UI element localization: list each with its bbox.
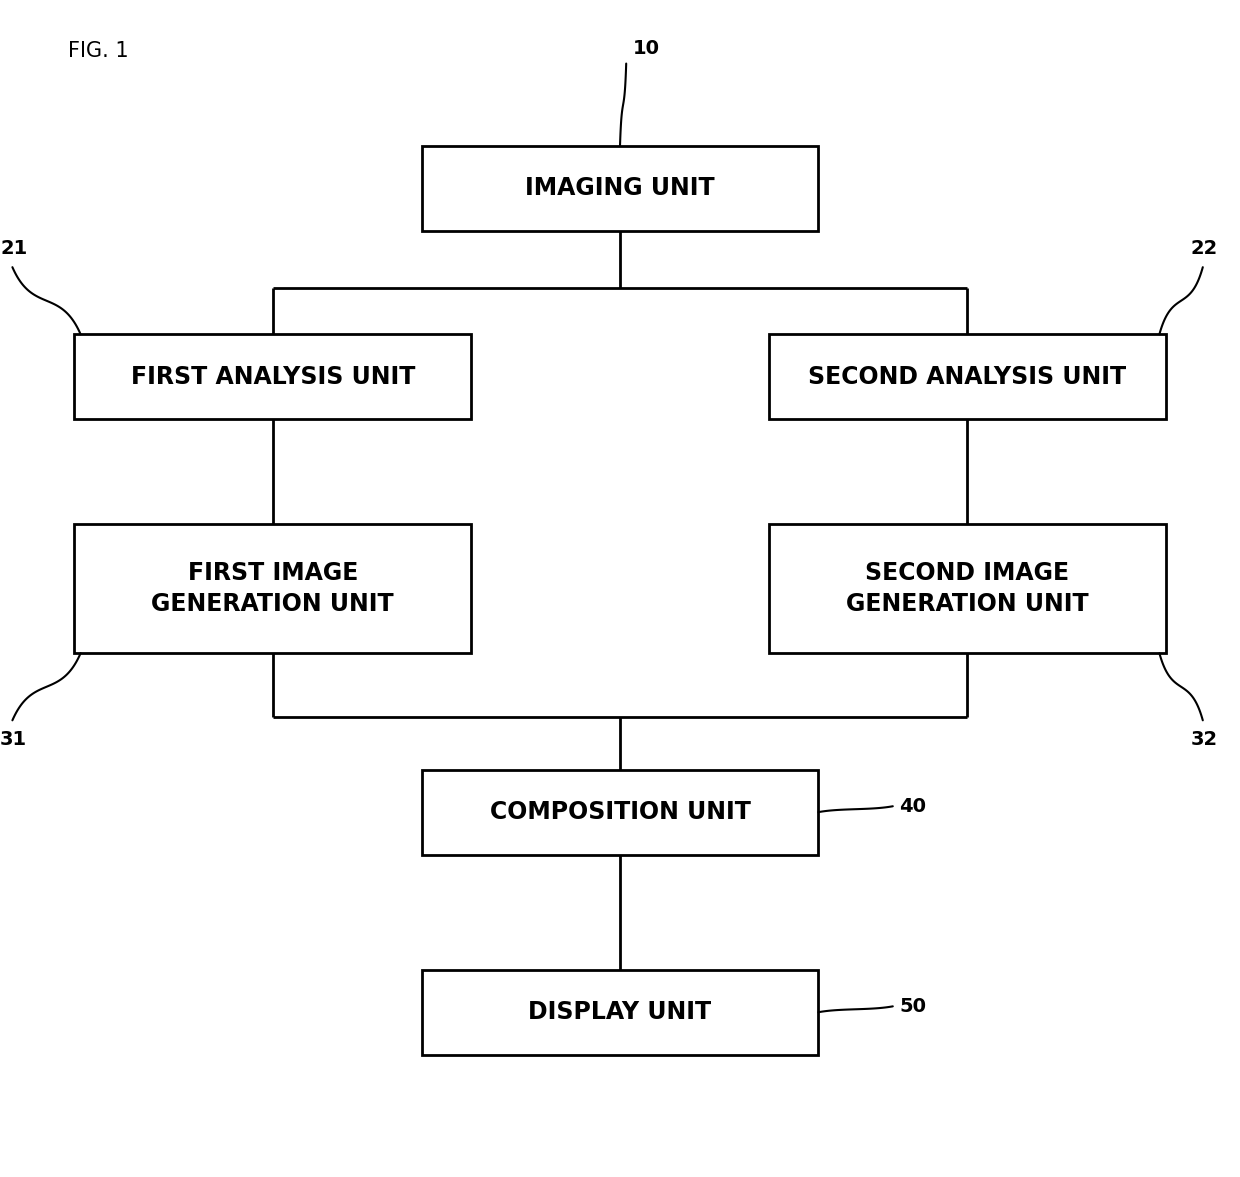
Bar [422,970,818,1055]
Text: FIRST IMAGE
GENERATION UNIT: FIRST IMAGE GENERATION UNIT [151,560,394,617]
Text: COMPOSITION UNIT: COMPOSITION UNIT [490,800,750,824]
Text: FIG. 1: FIG. 1 [68,41,129,61]
Bar [74,524,471,653]
Text: FIRST ANALYSIS UNIT: FIRST ANALYSIS UNIT [130,365,415,388]
Text: 10: 10 [632,39,660,58]
Text: SECOND ANALYSIS UNIT: SECOND ANALYSIS UNIT [808,365,1126,388]
Bar [74,334,471,419]
Text: IMAGING UNIT: IMAGING UNIT [526,177,714,200]
Text: 40: 40 [899,797,926,816]
Bar [769,524,1166,653]
Bar [769,334,1166,419]
Text: 50: 50 [899,997,926,1016]
Text: 21: 21 [0,239,27,258]
Bar [422,146,818,231]
Text: 32: 32 [1190,730,1218,749]
Text: 31: 31 [0,730,27,749]
Text: 22: 22 [1190,239,1218,258]
Text: SECOND IMAGE
GENERATION UNIT: SECOND IMAGE GENERATION UNIT [846,560,1089,617]
Text: DISPLAY UNIT: DISPLAY UNIT [528,1000,712,1024]
Bar [422,770,818,855]
